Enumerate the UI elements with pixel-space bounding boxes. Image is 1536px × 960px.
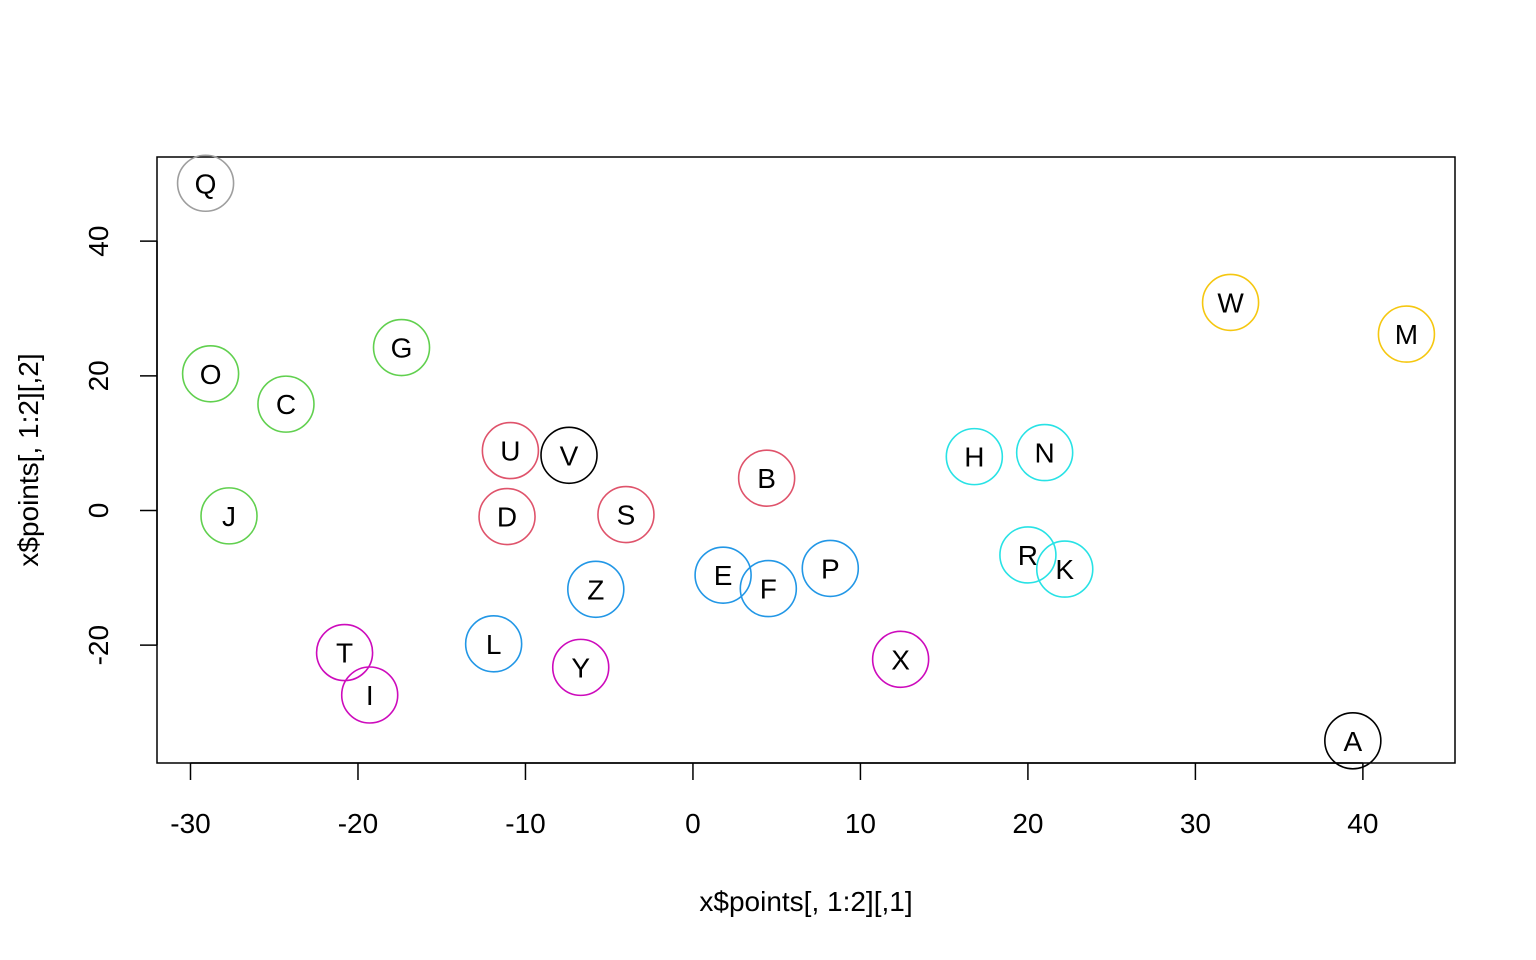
point-marker bbox=[999, 526, 1057, 584]
x-axis-label: x$points[, 1:2][,1] bbox=[699, 886, 912, 917]
point-label: K bbox=[1055, 554, 1074, 585]
data-point-V: V bbox=[540, 426, 598, 485]
point-marker bbox=[1201, 273, 1260, 332]
point-marker bbox=[567, 560, 625, 619]
y-tick-label: -20 bbox=[83, 625, 114, 665]
y-axis: -20 0 20 40 bbox=[83, 226, 158, 665]
point-label: X bbox=[891, 644, 910, 675]
data-point-Z: Z bbox=[567, 560, 625, 619]
data-point-B: B bbox=[737, 449, 796, 507]
point-marker bbox=[1035, 540, 1094, 598]
point-marker bbox=[257, 375, 315, 433]
point-marker bbox=[739, 559, 798, 618]
y-tick-label: 0 bbox=[83, 503, 114, 519]
point-marker bbox=[801, 539, 860, 598]
x-tick-label: -20 bbox=[338, 808, 378, 839]
point-marker bbox=[694, 546, 752, 604]
point-marker bbox=[340, 666, 399, 724]
data-point-H: H bbox=[945, 427, 1004, 486]
data-point-N: N bbox=[1015, 423, 1074, 482]
x-axis: -30 -20 -10 0 10 20 30 40 bbox=[170, 762, 1378, 839]
point-label: C bbox=[276, 389, 296, 420]
point-marker bbox=[945, 427, 1004, 486]
data-points: Q G O C J U D S B V Z L E F P TI Y X H N R K W M A bbox=[176, 154, 1436, 770]
point-marker bbox=[464, 615, 523, 673]
data-point-P: P bbox=[801, 539, 860, 598]
point-marker bbox=[176, 154, 235, 213]
point-marker bbox=[181, 345, 240, 403]
data-point-J: J bbox=[200, 487, 258, 545]
y-tick-label: 20 bbox=[83, 360, 114, 391]
point-marker bbox=[372, 318, 431, 377]
point-marker bbox=[1324, 711, 1382, 770]
point-marker bbox=[1377, 305, 1436, 363]
data-point-C: C bbox=[257, 375, 315, 433]
data-point-I: I bbox=[340, 666, 399, 724]
point-marker bbox=[540, 426, 598, 485]
point-label: U bbox=[500, 436, 520, 467]
data-point-M: M bbox=[1377, 305, 1436, 363]
point-label: O bbox=[200, 359, 222, 390]
plot-frame bbox=[156, 156, 1456, 764]
point-marker bbox=[597, 485, 655, 544]
point-label: T bbox=[336, 638, 353, 669]
data-point-O: O bbox=[181, 345, 240, 403]
point-marker bbox=[478, 487, 536, 546]
y-tick-label: 40 bbox=[83, 226, 114, 257]
data-point-S: S bbox=[597, 485, 655, 544]
x-tick-label: 40 bbox=[1347, 808, 1378, 839]
point-label: F bbox=[760, 574, 777, 605]
point-label: N bbox=[1035, 438, 1055, 469]
point-marker bbox=[1015, 423, 1074, 482]
point-marker bbox=[315, 623, 374, 682]
point-label: H bbox=[964, 442, 984, 473]
data-point-D: D bbox=[478, 487, 536, 546]
point-label: W bbox=[1217, 287, 1244, 318]
data-point-G: G bbox=[372, 318, 431, 377]
data-point-X: X bbox=[871, 630, 930, 689]
data-point-R: R bbox=[999, 526, 1057, 584]
data-point-K: K bbox=[1035, 540, 1094, 598]
point-label: Y bbox=[571, 652, 590, 683]
data-point-Y: Y bbox=[551, 638, 610, 697]
data-point-F: F bbox=[739, 559, 798, 618]
point-label: E bbox=[714, 560, 733, 591]
data-point-U: U bbox=[481, 421, 540, 480]
point-marker bbox=[737, 449, 796, 507]
point-marker bbox=[551, 638, 610, 697]
x-tick-label: 10 bbox=[845, 808, 876, 839]
point-label: D bbox=[497, 502, 517, 533]
data-point-W: W bbox=[1201, 273, 1260, 332]
data-point-Q: Q bbox=[176, 154, 235, 213]
point-label: I bbox=[366, 680, 374, 711]
x-tick-label: -10 bbox=[505, 808, 545, 839]
point-marker bbox=[481, 421, 540, 480]
data-point-A: A bbox=[1324, 711, 1382, 770]
y-axis-label: x$points[, 1:2][,2] bbox=[13, 353, 44, 566]
point-label: G bbox=[391, 333, 413, 364]
point-label: M bbox=[1395, 319, 1418, 350]
point-label: A bbox=[1343, 726, 1362, 757]
x-tick-label: 30 bbox=[1180, 808, 1211, 839]
data-point-L: L bbox=[464, 615, 523, 673]
point-label: V bbox=[560, 440, 579, 471]
data-point-E: E bbox=[694, 546, 752, 604]
point-label: L bbox=[486, 629, 502, 660]
point-marker bbox=[200, 487, 258, 545]
point-label: J bbox=[222, 501, 236, 532]
x-tick-label: 20 bbox=[1012, 808, 1043, 839]
x-tick-label: -30 bbox=[170, 808, 210, 839]
point-label: B bbox=[757, 463, 776, 494]
point-label: S bbox=[617, 500, 636, 531]
point-label: Q bbox=[195, 168, 217, 199]
point-marker bbox=[871, 630, 930, 689]
point-label: Z bbox=[587, 574, 604, 605]
data-point-T: T bbox=[315, 623, 374, 682]
point-label: R bbox=[1018, 540, 1038, 571]
x-tick-label: 0 bbox=[685, 808, 701, 839]
point-label: P bbox=[821, 553, 840, 584]
